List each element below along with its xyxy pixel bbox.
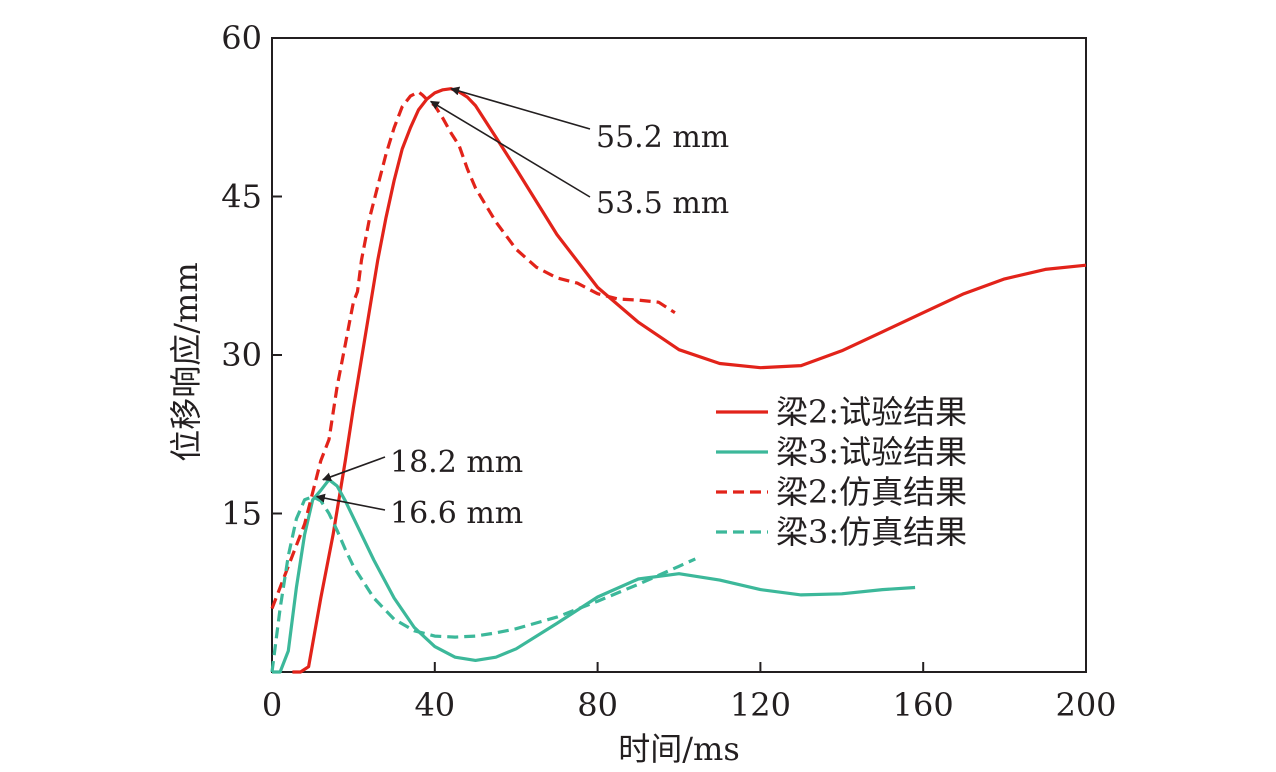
y-axis-label: 位移响应/mm xyxy=(167,262,205,461)
y-axis-ticks: 15 30 45 60 xyxy=(221,19,282,533)
legend-entry-label: 梁3:试验结果 xyxy=(776,433,967,471)
x-tick-label: 80 xyxy=(577,686,618,724)
x-tick-label: 0 xyxy=(262,686,282,724)
x-axis-label: 时间/ms xyxy=(618,730,740,768)
x-tick-label: 120 xyxy=(730,686,791,724)
x-axis-ticks: 0 40 80 120 160 200 xyxy=(262,662,1117,724)
series-line-1 xyxy=(292,87,1087,674)
annotation-arrow xyxy=(322,456,386,482)
x-tick-label: 200 xyxy=(1055,686,1116,724)
series-line-2 xyxy=(272,478,916,674)
annotation-label: 53.5 mm xyxy=(596,186,729,221)
legend-entry-label: 梁3:仿真结果 xyxy=(776,513,967,551)
x-tick-label: 40 xyxy=(414,686,455,724)
series-line-4 xyxy=(270,495,696,673)
series-layer xyxy=(270,87,1087,674)
y-tick-label: 45 xyxy=(221,178,262,216)
legend-entry-label: 梁2:仿真结果 xyxy=(776,473,967,511)
annotation-label: 16.6 mm xyxy=(390,496,523,531)
legend-entry-label: 梁2:试验结果 xyxy=(776,393,967,431)
x-tick-label: 160 xyxy=(893,686,954,724)
annotation-arrow xyxy=(450,86,591,130)
annotation-label: 18.2 mm xyxy=(390,445,523,480)
y-tick-label: 30 xyxy=(221,336,262,374)
y-tick-label: 60 xyxy=(221,19,262,57)
annotation-arrow xyxy=(315,493,386,511)
annotation-label: 55.2 mm xyxy=(596,120,729,155)
annotation-layer: 55.2 mm 53.5 mm 18.2 mm 16.6 mm xyxy=(315,86,729,531)
annotation-arrow xyxy=(429,100,591,198)
y-tick-label: 15 xyxy=(221,495,262,533)
